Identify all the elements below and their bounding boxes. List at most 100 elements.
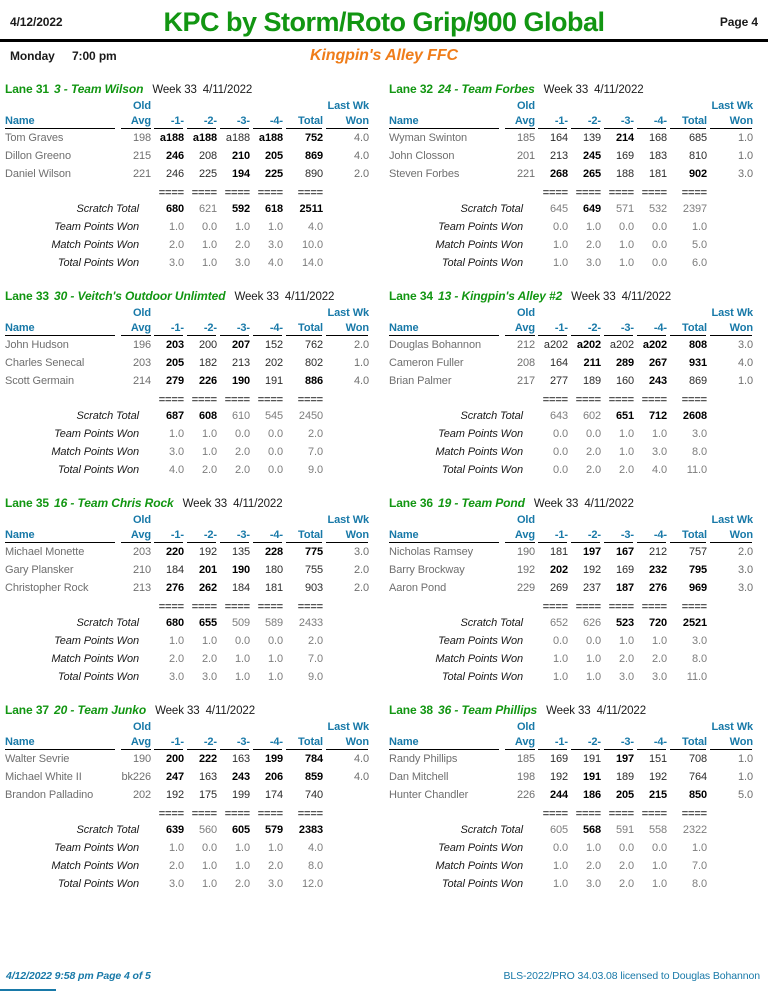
totals-value: 605 (549, 824, 568, 836)
avg-header: Avg (115, 528, 151, 543)
report-header: 4/12/2022 KPC by Storm/Roto Grip/900 Glo… (0, 0, 768, 38)
header-spacer (535, 99, 568, 114)
lane-panel: Lane 34 13 - Kingpin's Alley #2 Week 33 4/1… (384, 286, 768, 484)
header-spacer (634, 306, 667, 321)
lastwk-won: 3.0 (354, 546, 369, 558)
totals-value: 1.0 (586, 653, 601, 665)
totals-label: Team Points Won (438, 428, 523, 440)
game-header: -1- (151, 735, 184, 750)
lane-panel: Lane 32 24 - Team Forbes Week 33 4/11/2022 O… (384, 79, 768, 277)
bowler-name: Charles Senecal (5, 357, 85, 369)
totals-value: 0.0 (652, 842, 667, 854)
lastwk-won: 1.0 (738, 150, 753, 162)
totals-label: Scratch Total (76, 410, 140, 422)
totals-value: 3.0 (619, 671, 634, 683)
header-spacer (389, 99, 499, 114)
bowler-row: Walter Sevrie 190 200 222 163 199 784 4.0 (5, 750, 384, 768)
bowler-avg: 208 (516, 357, 535, 369)
game-score: 169 (615, 150, 634, 162)
header-spacer (634, 513, 667, 528)
totals-row: Total Points Won 1.0 1.0 3.0 3.0 11.0 (389, 668, 768, 686)
separator-spacer (115, 808, 151, 821)
series-total: 740 (304, 789, 323, 801)
lastwk-won: 3.0 (738, 168, 753, 180)
name-header: Name (5, 321, 115, 336)
column-header-row: Name Avg -1- -2- -3- -4- Total Won (5, 735, 384, 750)
lane-panel: Lane 31 3 - Team Wilson Week 33 4/11/2022 Ol… (0, 79, 384, 277)
totals-value: 11.0 (686, 464, 707, 476)
week-label: Week 33 (546, 705, 591, 717)
team-name: 24 - Team Forbes (438, 82, 535, 96)
totals-value: 2.0 (586, 860, 601, 872)
bowler-avg: 201 (516, 150, 535, 162)
avg-header: Avg (499, 321, 535, 336)
totals-value: 1.0 (586, 221, 601, 233)
totals-label: Team Points Won (438, 635, 523, 647)
bowler-row: Brian Palmer 217 277 189 160 243 869 1.0 (389, 372, 768, 390)
header-spacer (5, 513, 115, 528)
lastwk-won: 1.0 (738, 753, 753, 765)
totals-value: 589 (264, 617, 283, 629)
game-score: 197 (615, 753, 634, 765)
totals-value: 0.0 (619, 221, 634, 233)
totals-value: 0.0 (553, 446, 568, 458)
separator-row: ==== ==== ==== ==== ==== (389, 601, 768, 614)
totals-value: 1.0 (268, 842, 283, 854)
bowler-avg: 203 (132, 546, 151, 558)
game-header: -2- (184, 321, 217, 336)
panel-title: Lane 34 13 - Kingpin's Alley #2 Week 33 4/1… (389, 286, 768, 306)
bowler-name: Aaron Pond (389, 582, 447, 594)
totals-value: 3.0 (169, 257, 184, 269)
separator: ==== (542, 394, 568, 406)
series-total: 931 (688, 357, 707, 369)
game-score: 262 (198, 582, 217, 594)
totals-row: Scratch Total 680 621 592 618 2511 (5, 200, 384, 218)
totals-row: Match Points Won 0.0 2.0 1.0 3.0 8.0 (389, 443, 768, 461)
header-spacer (535, 720, 568, 735)
bowler-name: Barry Brockway (389, 564, 465, 576)
game-score: 208 (198, 150, 217, 162)
separator: ==== (191, 808, 217, 820)
totals-value: 1.0 (619, 428, 634, 440)
week-date: 4/11/2022 (205, 705, 256, 717)
totals-row: Match Points Won 2.0 1.0 1.0 2.0 8.0 (5, 857, 384, 875)
separator: ==== (224, 601, 250, 613)
totals-label: Scratch Total (460, 410, 524, 422)
game-score: 202 (264, 357, 283, 369)
separator-spacer (323, 601, 369, 614)
totals-value: 3.0 (169, 671, 184, 683)
totals-value: 0.0 (268, 446, 283, 458)
column-header-row-old: Old Last Wk (389, 720, 768, 735)
game-header: -4- (250, 321, 283, 336)
totals-value: 2.0 (619, 878, 634, 890)
totals-value: 4.0 (652, 464, 667, 476)
series-total: 795 (688, 564, 707, 576)
totals-value: 3.0 (202, 671, 217, 683)
totals-label: Team Points Won (438, 221, 523, 233)
totals-won-spacer (323, 218, 369, 236)
game-score: 189 (582, 375, 601, 387)
total-header: Total (667, 321, 707, 336)
totals-value: 1.0 (652, 860, 667, 872)
header-spacer (601, 99, 634, 114)
footer-timestamp: 4/12/2022 9:58 pm Page 4 of 5 (6, 970, 151, 982)
bowler-name: Michael Monette (5, 546, 85, 558)
game-score: 247 (165, 771, 184, 783)
bowler-row: Scott Germain 214 279 226 190 191 886 4.0 (5, 372, 384, 390)
game-score: 192 (198, 546, 217, 558)
totals-value: 610 (231, 410, 250, 422)
bowler-row: Christopher Rock 213 276 262 184 181 903 2.0 (5, 579, 384, 597)
header-spacer (667, 513, 707, 528)
separator-spacer (499, 808, 535, 821)
totals-value: 1.0 (652, 878, 667, 890)
header-spacer (389, 720, 499, 735)
totals-value: 1.0 (235, 653, 250, 665)
totals-value: 0.0 (235, 635, 250, 647)
separator-spacer (389, 601, 499, 614)
old-header: Old (516, 307, 535, 319)
header-spacer (217, 306, 250, 321)
header-spacer (217, 720, 250, 735)
totals-row: Match Points Won 2.0 1.0 2.0 3.0 10.0 (5, 236, 384, 254)
totals-label: Team Points Won (54, 428, 139, 440)
bowler-avg: 221 (516, 168, 535, 180)
